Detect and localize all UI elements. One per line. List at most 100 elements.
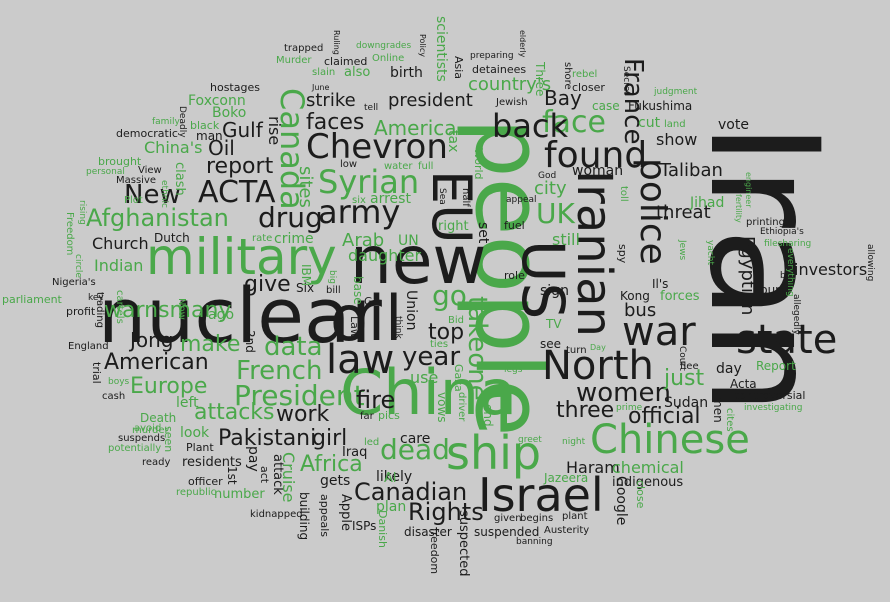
- word-cloud-word: China: [340, 356, 518, 429]
- word-cloud-word: report: [206, 154, 274, 179]
- word-cloud-word: family: [152, 117, 180, 127]
- word-cloud-word: indigenous: [612, 475, 684, 490]
- word-cloud-word: banning: [516, 537, 553, 547]
- word-cloud-word: Kong: [620, 289, 650, 303]
- word-cloud-word: avoid: [134, 423, 162, 434]
- word-cloud-word: hostages: [210, 81, 260, 94]
- word-cloud-word: chemical: [612, 458, 684, 477]
- word-cloud-word: Indian: [94, 256, 144, 275]
- word-cloud-word: American: [104, 350, 209, 375]
- word-cloud-word: trial: [90, 362, 103, 384]
- word-cloud-word: UK: [536, 197, 575, 230]
- word-cloud-word: Day: [590, 343, 606, 352]
- word-cloud-word: investigating: [744, 403, 803, 413]
- word-cloud-word: ISPs: [352, 519, 377, 533]
- word-cloud-word: data: [264, 332, 323, 362]
- word-cloud-word: Iraq: [342, 445, 368, 460]
- word-cloud-word: Danish: [376, 510, 389, 548]
- word-cloud-word: pics: [378, 409, 400, 422]
- word-cloud-word: right: [438, 219, 469, 234]
- word-cloud-word: engineer: [744, 172, 753, 208]
- word-cloud-word: UN: [398, 233, 419, 249]
- word-cloud-word: care: [400, 431, 431, 447]
- word-cloud-word: allowing: [865, 244, 875, 282]
- word-cloud-word: big: [327, 270, 337, 284]
- word-cloud-word: far: [360, 411, 374, 422]
- word-cloud-word: base: [351, 276, 365, 305]
- word-cloud-word: Austerity: [544, 525, 590, 536]
- word-cloud-word: Arab: [342, 230, 385, 251]
- word-cloud-word: think: [393, 316, 403, 339]
- word-cloud-word: Six: [296, 281, 315, 295]
- word-cloud-word: spy: [616, 244, 629, 264]
- word-cloud-word: use: [410, 368, 439, 387]
- word-cloud-word: murder: [132, 425, 169, 436]
- word-cloud-word: six: [352, 195, 366, 206]
- word-cloud-word: 2nd: [243, 330, 257, 353]
- word-cloud-word: yacht: [705, 240, 715, 266]
- word-cloud-word: Oil: [208, 136, 235, 160]
- word-cloud-word: water: [384, 161, 413, 172]
- word-cloud-word: crime: [274, 231, 314, 247]
- word-cloud-word: night: [562, 437, 586, 447]
- word-cloud-word: Death: [140, 411, 177, 425]
- word-cloud-word: Bid: [448, 315, 464, 326]
- word-cloud-word: democratic: [116, 127, 178, 140]
- word-cloud-word: ties: [430, 339, 449, 350]
- word-cloud-word: Israel: [478, 468, 604, 522]
- word-cloud-word: republic: [176, 487, 217, 498]
- word-cloud-word: Plant: [186, 441, 214, 454]
- word-cloud-word: half: [460, 188, 471, 207]
- word-cloud-word: faces: [306, 110, 365, 135]
- word-cloud-word: face: [542, 105, 606, 140]
- word-cloud-word: back: [492, 107, 569, 145]
- word-cloud-word: nuclear: [98, 271, 382, 360]
- word-cloud-word: Haram: [566, 458, 620, 477]
- word-cloud-word: case: [592, 99, 620, 113]
- word-cloud-word: Boko: [212, 105, 247, 121]
- word-cloud-word: June: [312, 83, 330, 92]
- word-cloud-word: cartels: [114, 290, 125, 324]
- word-cloud-word: left: [176, 395, 199, 411]
- word-cloud-word: Now: [176, 298, 187, 320]
- word-cloud-word: Africa: [300, 452, 363, 477]
- word-cloud-word: God: [538, 171, 557, 181]
- word-cloud-word: officer: [188, 475, 223, 488]
- word-cloud-word: suspended: [474, 525, 540, 539]
- word-cloud-word: preparing: [470, 51, 514, 61]
- word-cloud-word: investors: [794, 260, 868, 279]
- word-cloud-word: Online: [372, 53, 405, 64]
- word-cloud-word: drug: [258, 201, 323, 234]
- word-cloud-word: Rights: [408, 498, 484, 526]
- word-cloud-word: fertility: [734, 194, 743, 223]
- word-cloud-word: cash: [102, 391, 126, 402]
- word-cloud-word: boys: [108, 377, 130, 387]
- word-cloud-word: turn: [566, 345, 587, 356]
- word-cloud-word: land: [664, 119, 686, 130]
- word-cloud-word: men: [711, 396, 725, 423]
- word-cloud-word: girl: [312, 426, 348, 451]
- word-cloud-word: gets: [320, 473, 351, 489]
- word-cloud-word: three: [556, 398, 615, 423]
- word-cloud-word: Fukushima: [628, 99, 693, 113]
- word-cloud-word: pay: [245, 446, 261, 472]
- word-cloud-word: threat: [656, 202, 711, 223]
- word-cloud-word: Iranian: [566, 170, 622, 337]
- word-cloud-word: four: [756, 283, 781, 297]
- word-cloud-word: army: [318, 193, 401, 231]
- word-cloud-word: Church: [92, 234, 149, 253]
- word-cloud-word: work: [276, 402, 330, 427]
- word-cloud-word: ship: [446, 426, 542, 480]
- word-cloud-word: women: [576, 378, 671, 408]
- word-cloud-word: birth: [390, 65, 423, 81]
- word-cloud-word: number: [214, 487, 265, 502]
- word-cloud-word: Acta: [730, 377, 757, 391]
- word-cloud-word: daughter: [348, 246, 422, 265]
- word-cloud-word: closer: [572, 81, 605, 94]
- word-cloud-word: fuel: [504, 219, 525, 232]
- word-cloud-word: Bay: [544, 86, 582, 110]
- word-cloud-word: TV: [546, 317, 562, 331]
- word-cloud-word: downgrades: [356, 41, 412, 51]
- word-cloud-word: ACTA: [198, 175, 276, 210]
- word-cloud-word: brought: [98, 155, 142, 168]
